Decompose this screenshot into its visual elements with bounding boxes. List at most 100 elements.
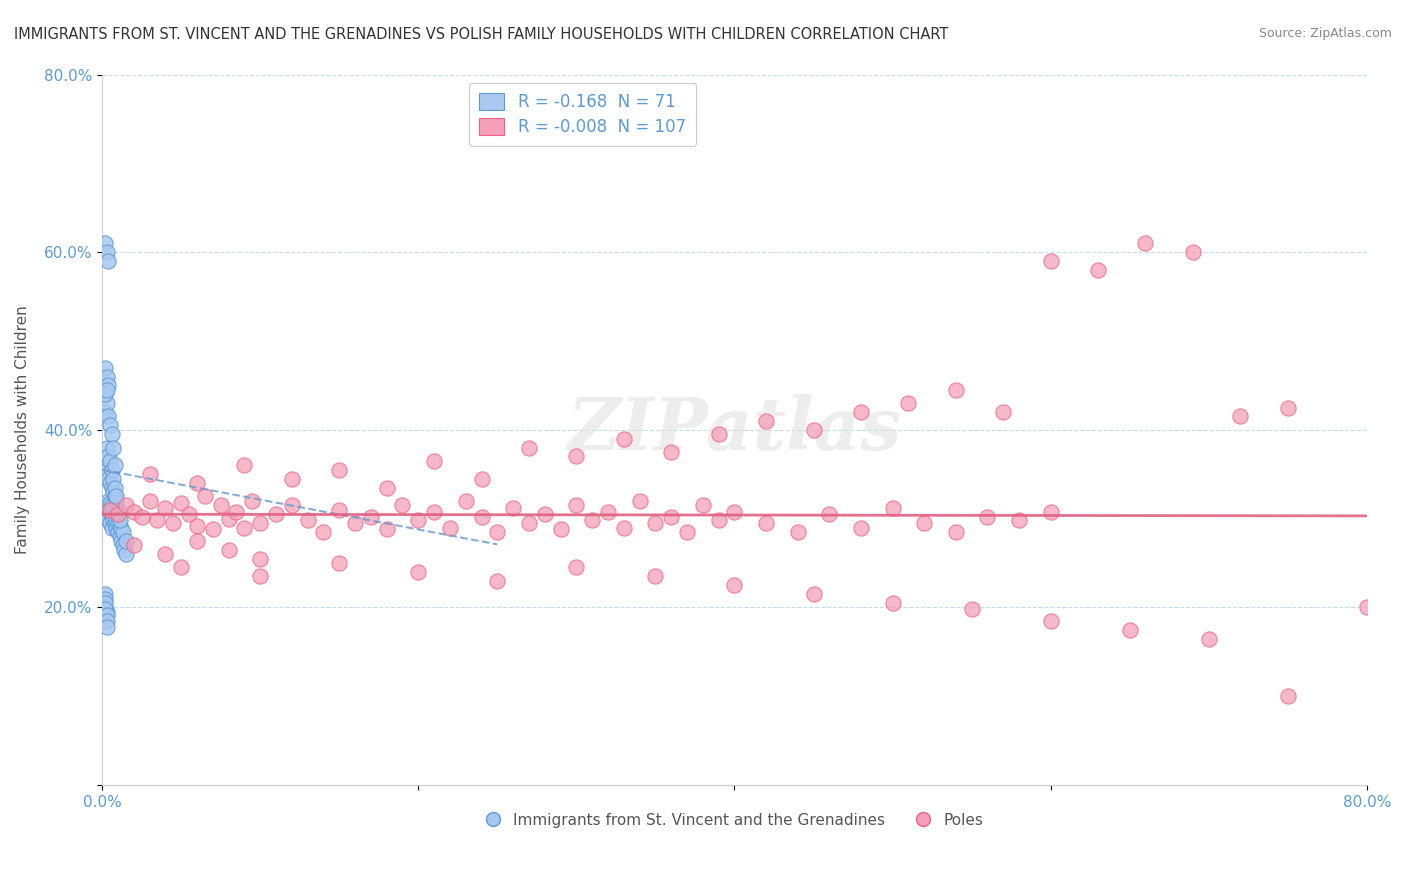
Point (849, 520, 872, 534)
Point (391, 498, 413, 512)
Point (98, 454, 121, 468)
Point (882, 500, 904, 515)
Point (97, 409, 120, 424)
Point (108, 518, 131, 533)
Point (94, 587, 117, 601)
Point (1008, 513, 1031, 527)
Point (94, 360, 117, 375)
Point (108, 529, 131, 543)
Point (96, 498, 118, 512)
Point (96, 245, 118, 260)
Point (96, 441, 118, 455)
Point (97, 494, 120, 508)
Point (1181, 245, 1204, 260)
Point (993, 405, 1015, 419)
Point (486, 524, 509, 539)
Point (122, 504, 145, 518)
Point (408, 565, 430, 579)
Point (240, 494, 263, 508)
Point (613, 432, 636, 446)
Point (114, 498, 136, 512)
Point (676, 524, 699, 539)
Point (707, 513, 730, 527)
Point (98, 516, 121, 530)
Point (312, 524, 335, 539)
Point (101, 441, 124, 455)
Point (644, 516, 666, 530)
Point (98, 418, 121, 433)
Point (328, 502, 350, 516)
Point (581, 513, 603, 527)
Point (108, 513, 131, 527)
Point (101, 472, 124, 486)
Point (94, 507, 117, 521)
Point (375, 481, 398, 495)
Point (550, 522, 572, 536)
Point (1135, 236, 1157, 251)
Point (194, 490, 217, 504)
Point (94, 591, 117, 606)
Point (470, 509, 492, 524)
Point (146, 513, 169, 527)
Point (98, 502, 121, 516)
Point (249, 551, 271, 566)
Point (110, 522, 132, 536)
Point (97, 511, 120, 525)
Point (297, 513, 319, 527)
Point (692, 498, 714, 512)
Point (470, 472, 492, 486)
Point (101, 511, 124, 525)
Point (218, 511, 240, 525)
Point (96, 607, 118, 622)
Point (98, 476, 121, 491)
Point (111, 538, 134, 552)
Point (707, 427, 730, 442)
Point (976, 509, 998, 524)
Point (209, 498, 232, 512)
Point (454, 494, 477, 508)
Point (1355, 600, 1378, 615)
Legend: Immigrants from St. Vincent and the Grenadines, Poles: Immigrants from St. Vincent and the Gren… (479, 807, 990, 834)
Point (565, 498, 588, 512)
Point (502, 500, 524, 515)
Point (104, 490, 127, 504)
Point (818, 507, 841, 521)
Point (107, 502, 129, 516)
Point (423, 454, 446, 468)
Point (201, 522, 224, 536)
Point (94, 467, 117, 482)
Point (1118, 623, 1140, 637)
Point (1198, 632, 1220, 646)
Point (186, 518, 208, 533)
Point (1039, 504, 1062, 518)
Text: IMMIGRANTS FROM ST. VINCENT AND THE GRENADINES VS POLISH FAMILY HOUSEHOLDS WITH : IMMIGRANTS FROM ST. VINCENT AND THE GREN… (14, 27, 949, 42)
Point (596, 504, 619, 518)
Point (1277, 690, 1299, 704)
Point (644, 569, 666, 583)
Point (104, 507, 127, 521)
Point (100, 481, 122, 495)
Point (100, 463, 122, 477)
Point (659, 509, 682, 524)
Point (105, 520, 128, 534)
Point (97, 450, 120, 464)
Point (98, 504, 121, 518)
Point (803, 423, 825, 437)
Point (1039, 614, 1062, 628)
Point (533, 507, 555, 521)
Point (439, 520, 461, 534)
Point (186, 533, 208, 548)
Point (107, 507, 129, 521)
Point (755, 516, 778, 530)
Point (98, 495, 121, 509)
Point (107, 524, 129, 539)
Point (423, 504, 446, 518)
Point (225, 504, 247, 518)
Point (94, 600, 117, 615)
Point (96, 383, 118, 397)
Point (110, 533, 132, 548)
Point (328, 463, 350, 477)
Point (155, 547, 177, 561)
Point (111, 524, 134, 539)
Point (186, 476, 208, 491)
